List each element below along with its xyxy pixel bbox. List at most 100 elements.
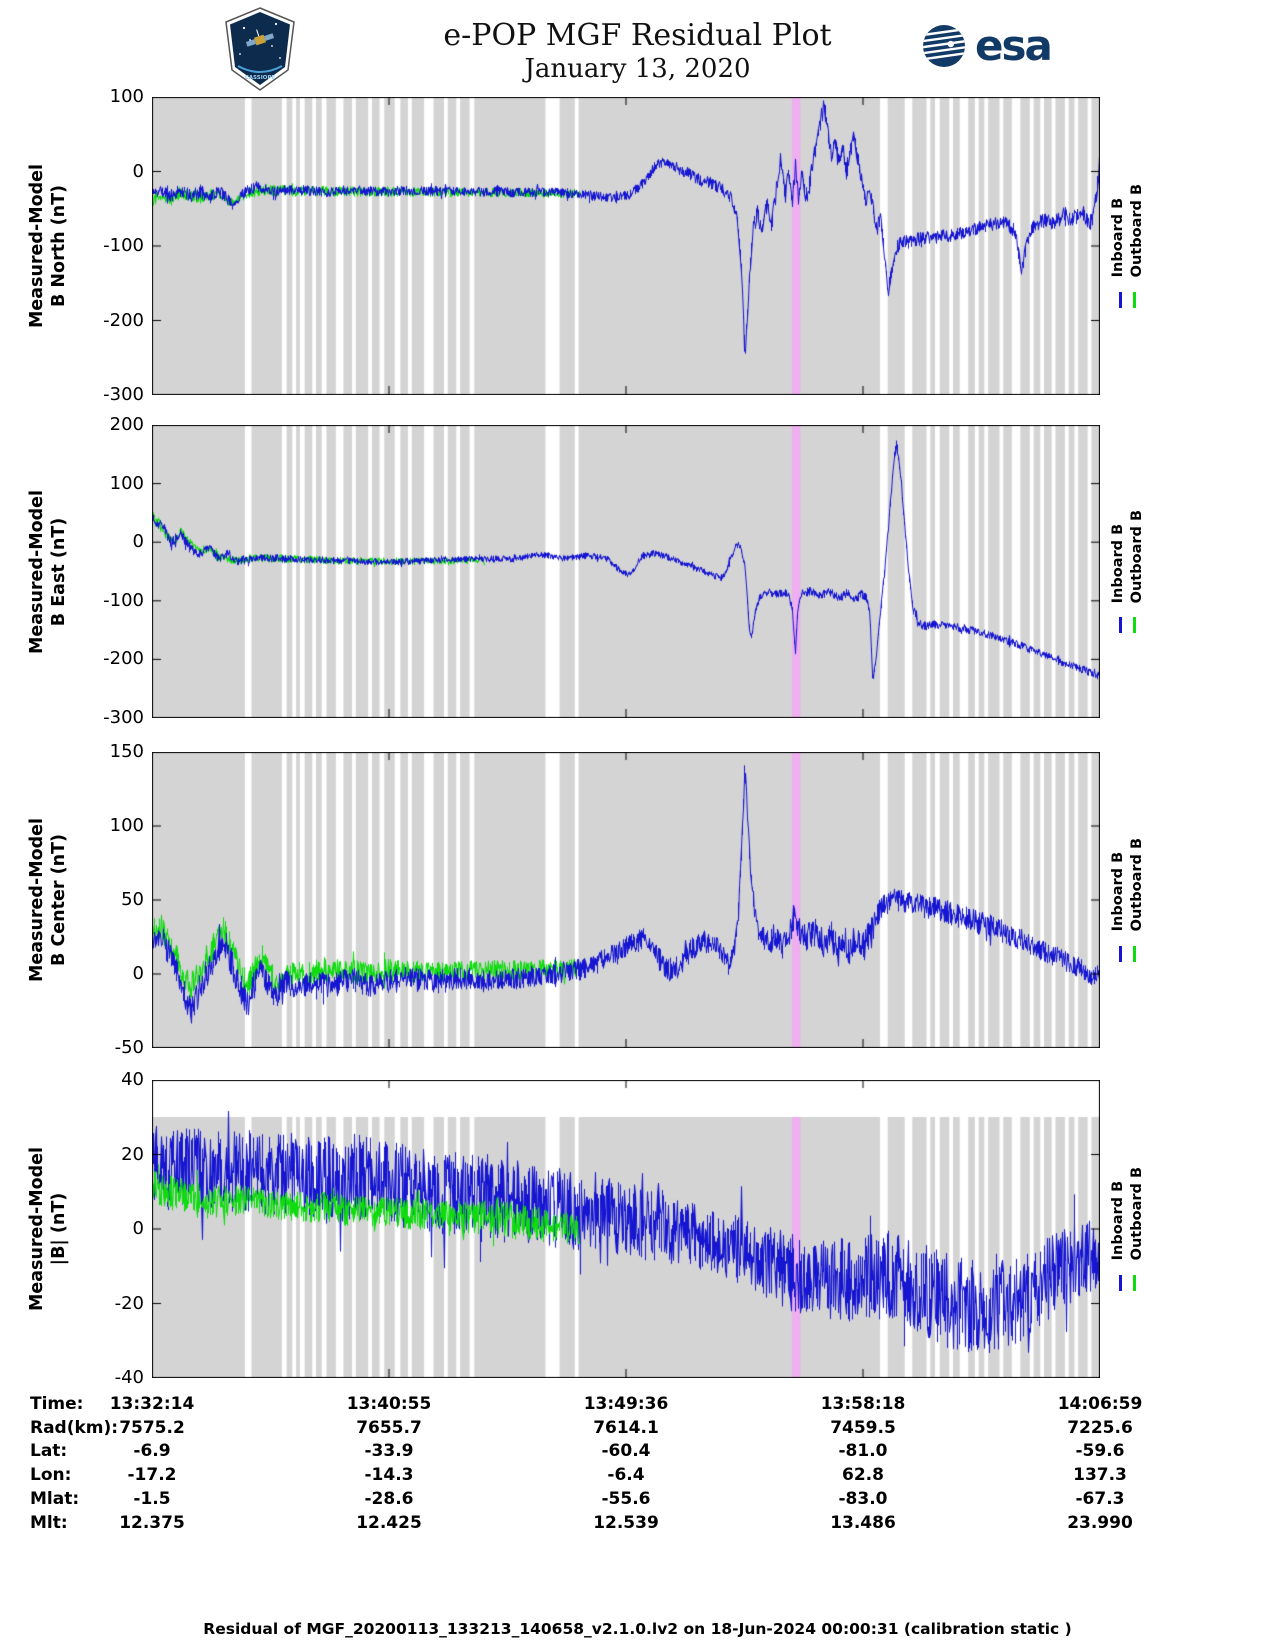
inboard-line-sample-icon xyxy=(1118,291,1122,308)
legend-labels: Inboard B Outboard B xyxy=(1110,184,1145,277)
panel-3-ytick-label: -40 xyxy=(114,1367,144,1388)
outboard-line-sample-icon xyxy=(1132,945,1136,962)
legend-labels: Inboard B Outboard B xyxy=(1110,510,1145,603)
ephemeris-value: 12.539 xyxy=(593,1512,659,1533)
patch-text: CASSIOPE xyxy=(245,75,276,81)
panel-0-ytick-label: 100 xyxy=(109,86,144,107)
panel-3-ylabel: Measured-Model |B| (nT) xyxy=(16,1080,80,1378)
page-subtitle: January 13, 2020 xyxy=(524,54,751,84)
ylabel-line1: Measured-Model xyxy=(27,163,47,329)
outboard-line-sample-icon xyxy=(1132,617,1136,634)
esa-logo: esa xyxy=(920,21,1053,70)
legend-inboard-label: Inboard B xyxy=(1109,523,1126,604)
ylabel-line1: Measured-Model xyxy=(27,489,47,654)
legend-inboard-label: Inboard B xyxy=(1109,852,1126,932)
panel-2-plot xyxy=(152,752,1100,1048)
panel-1-ylabel: Measured-Model B East (nT) xyxy=(16,425,80,718)
ylabel-line1: Measured-Model xyxy=(27,1146,47,1312)
panel-1-canvas xyxy=(152,425,1100,718)
legend-outboard-label: Outboard B xyxy=(1128,184,1145,278)
outboard-line-sample-icon xyxy=(1132,291,1136,308)
legend-line-samples xyxy=(1118,945,1136,962)
footer-text: Residual of MGF_20200113_133213_140658_v… xyxy=(203,1620,1072,1638)
ephemeris-row-label: Rad(km): xyxy=(30,1417,119,1438)
panel-2-canvas xyxy=(152,752,1100,1048)
legend-line-samples xyxy=(1118,291,1136,308)
ephemeris-value: 12.375 xyxy=(119,1512,185,1533)
ephemeris-value: 13.486 xyxy=(830,1512,896,1533)
ephemeris-row-label: Time: xyxy=(30,1394,84,1414)
panel-2-ytick-label: 100 xyxy=(109,815,144,836)
ephemeris-value: -17.2 xyxy=(127,1465,177,1486)
ephemeris-row-label: Lon: xyxy=(30,1465,72,1486)
ephemeris-value: -1.5 xyxy=(133,1488,171,1509)
ephemeris-value: 13:49:36 xyxy=(583,1394,669,1414)
legend-outboard-label: Outboard B xyxy=(1128,1167,1145,1261)
legend-labels: Inboard B Outboard B xyxy=(1110,838,1145,931)
panel-0-ylabel: Measured-Model B North (nT) xyxy=(16,97,80,395)
panel-3-ytick-label: -20 xyxy=(114,1292,144,1314)
panel-3-plot xyxy=(152,1080,1100,1378)
panel-2-ytick-label: 150 xyxy=(109,741,144,762)
ephemeris-value: -28.6 xyxy=(364,1488,414,1509)
inboard-line-sample-icon xyxy=(1118,617,1122,634)
panel-2-ytick-label: -50 xyxy=(114,1037,144,1058)
panel-3-ytick-label: 20 xyxy=(121,1143,144,1165)
page-title: e-POP MGF Residual Plot xyxy=(443,18,832,53)
ylabel-line1: Measured-Model xyxy=(27,817,47,983)
ephemeris-value: -60.4 xyxy=(601,1441,651,1462)
ephemeris-row-label: Lat: xyxy=(30,1441,68,1462)
legend-outboard-label: Outboard B xyxy=(1128,509,1145,604)
panel-2-ylabel: Measured-Model B Center (nT) xyxy=(16,752,80,1048)
ephemeris-value: 7459.5 xyxy=(830,1417,896,1438)
ephemeris-value: -14.3 xyxy=(364,1465,414,1486)
panel-0-legend: Inboard B Outboard B xyxy=(1104,97,1150,395)
ephemeris-value: 7655.7 xyxy=(356,1417,422,1438)
ylabel-line2: B North (nT) xyxy=(49,184,69,308)
ephemeris-value: -6.9 xyxy=(133,1441,171,1462)
legend-inboard-label: Inboard B xyxy=(1109,198,1126,278)
ephemeris-value: 7614.1 xyxy=(593,1417,659,1438)
panel-0-plot xyxy=(152,97,1100,395)
panel-1-plot xyxy=(152,425,1100,718)
legend-labels: Inboard B Outboard B xyxy=(1110,1167,1145,1260)
ylabel-line2: |B| (nT) xyxy=(49,1192,69,1266)
panel-0-ytick-label: 0 xyxy=(132,160,144,182)
panel-1-ytick-label: 200 xyxy=(109,414,144,435)
panel-3-legend: Inboard B Outboard B xyxy=(1104,1080,1150,1378)
legend-inboard-label: Inboard B xyxy=(1109,1181,1126,1261)
inboard-line-sample-icon xyxy=(1118,1274,1122,1291)
panel-2-ytick-label: 0 xyxy=(132,963,144,984)
ephemeris-value: 7225.6 xyxy=(1067,1417,1133,1438)
ephemeris-value: -83.0 xyxy=(838,1488,888,1509)
ephemeris-value: -55.6 xyxy=(601,1488,651,1509)
panel-3-ytick-label: 40 xyxy=(121,1069,144,1090)
ephemeris-row-label: Mlt: xyxy=(30,1512,68,1533)
ephemeris-value: 23.990 xyxy=(1067,1512,1133,1533)
panel-1-ytick-label: 100 xyxy=(109,472,144,494)
outboard-line-sample-icon xyxy=(1132,1274,1136,1291)
ephemeris-value: 13:40:55 xyxy=(346,1394,432,1414)
inboard-line-sample-icon xyxy=(1118,945,1122,962)
esa-globe-icon xyxy=(920,25,968,67)
panel-1-ytick-label: -100 xyxy=(103,589,144,611)
panel-1-ytick-label: -200 xyxy=(103,648,144,670)
panel-0-ytick-label: -200 xyxy=(103,309,144,331)
legend-outboard-label: Outboard B xyxy=(1128,838,1145,932)
cassiope-patch-icon: CASSIOPE xyxy=(225,7,295,91)
panel-1-ytick-label: 0 xyxy=(132,531,144,553)
ephemeris-value: -6.4 xyxy=(607,1465,645,1486)
panel-0-canvas xyxy=(152,97,1100,395)
ephemeris-value: -59.6 xyxy=(1075,1441,1125,1462)
ephemeris-value: -67.3 xyxy=(1075,1488,1125,1509)
panel-3-canvas xyxy=(152,1080,1100,1378)
ephemeris-value: 12.425 xyxy=(356,1512,422,1533)
ephemeris-value: 13:58:18 xyxy=(820,1394,906,1414)
ephemeris-value: -81.0 xyxy=(838,1441,888,1462)
panel-1-ytick-label: -300 xyxy=(103,707,144,728)
panel-0-ytick-label: -300 xyxy=(103,384,144,405)
panel-0-ytick-label: -100 xyxy=(103,235,144,256)
ephemeris-value: 137.3 xyxy=(1073,1465,1127,1486)
esa-wordmark: esa xyxy=(975,21,1053,70)
